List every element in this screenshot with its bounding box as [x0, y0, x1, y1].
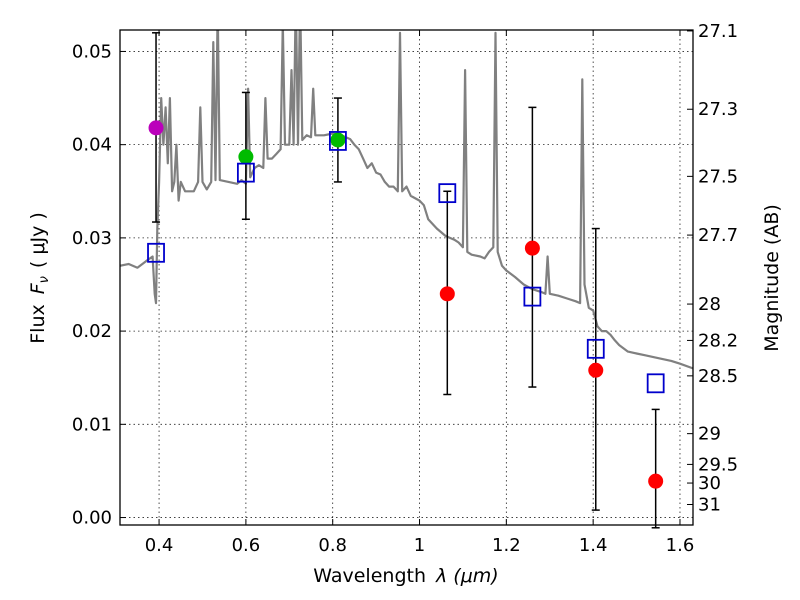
- mag-tick-label: 28.5: [698, 366, 738, 387]
- observed-point: [439, 286, 455, 302]
- x-tick-label: 1: [414, 535, 425, 556]
- mag-tick-label: 28: [698, 294, 721, 315]
- plot-background: [120, 30, 693, 525]
- x-tick-label: 0.4: [145, 535, 174, 556]
- x-tick-label: 1.6: [666, 535, 695, 556]
- model-band-square: [329, 131, 347, 151]
- y-tick-label: 0.00: [72, 508, 112, 529]
- mag-tick-label: 28.2: [698, 330, 738, 351]
- y-tick-label: 0.02: [72, 321, 112, 342]
- y2-axis-label: Magnitude (AB): [761, 204, 783, 352]
- y-tick-label: 0.05: [72, 41, 112, 62]
- y-axis-label: FluxFν( μJy ): [27, 212, 52, 344]
- mag-tick-label: 27.7: [698, 225, 738, 246]
- model-band-square: [586, 338, 605, 359]
- observed-point: [148, 120, 164, 136]
- mag-tick-label: 27.3: [698, 99, 738, 120]
- series-layer: [120, 30, 693, 370]
- x-tick-label: 1.4: [579, 535, 608, 556]
- model-band-square: [646, 373, 665, 394]
- observed-point: [648, 473, 664, 489]
- sed-model-line: [120, 30, 693, 370]
- x-tick-label: 0.8: [318, 535, 347, 556]
- x-tick-label: 1.2: [492, 535, 521, 556]
- mag-tick-label: 30: [698, 473, 721, 494]
- y-tick-label: 0.04: [72, 135, 112, 156]
- markers: [147, 120, 665, 489]
- y-tick-label: 0.03: [72, 228, 112, 249]
- observed-point: [238, 149, 254, 165]
- observed-point: [330, 132, 346, 148]
- model-band-square: [438, 183, 457, 204]
- x-axis-label: Wavelength λ (μm): [313, 565, 498, 587]
- y-tick-label: 0.01: [72, 414, 112, 435]
- x-tick-label: 0.6: [232, 535, 261, 556]
- plot-frame: [119, 29, 694, 526]
- model-band-square: [147, 242, 165, 263]
- model-band-square: [236, 162, 255, 183]
- observed-point: [524, 240, 540, 256]
- mag-tick-label: 29.5: [698, 454, 738, 475]
- model-band-square: [523, 286, 542, 307]
- mag-tick-label: 31: [698, 494, 721, 515]
- mag-tick-label: 27.1: [698, 21, 738, 42]
- mag-tick-label: 29: [698, 424, 721, 445]
- axis-ticks: 0.4 0.6 0.8 1 1.2 1.4 1.6 0.00 0.01 0.02 0.03 0.04 0…: [72, 21, 738, 556]
- observed-point: [588, 362, 604, 378]
- grid: [120, 30, 693, 525]
- mag-tick-label: 27.5: [698, 166, 738, 187]
